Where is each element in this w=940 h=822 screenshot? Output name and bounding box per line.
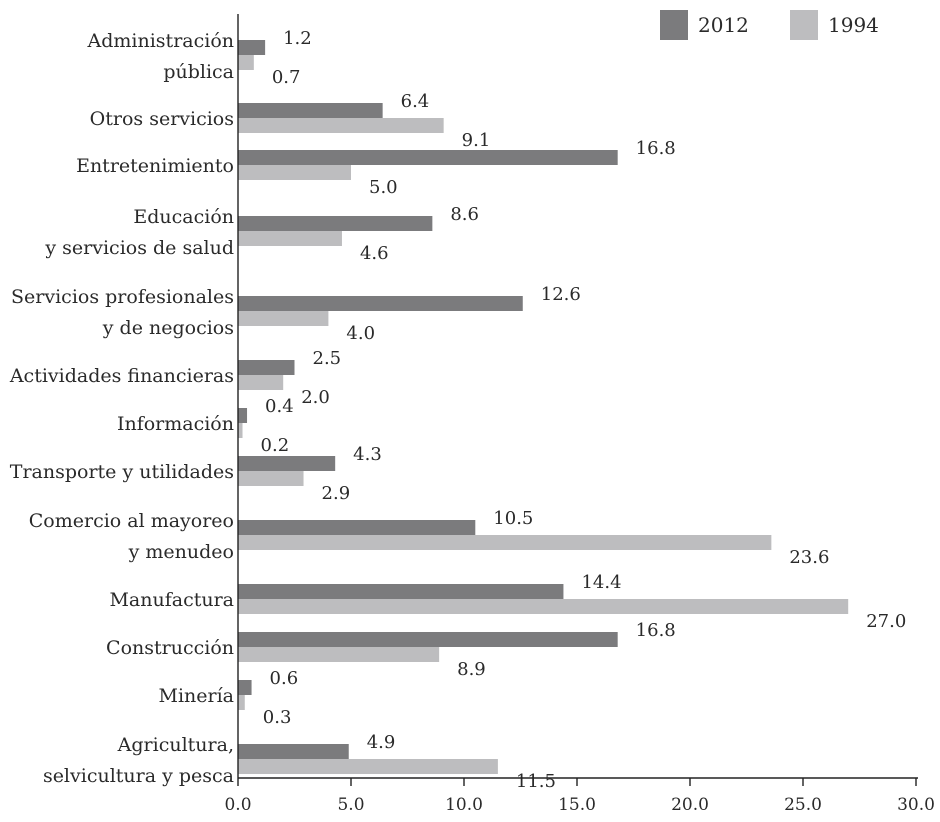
x-tick-labels: 0.0 5.0 10.0 15.0 20.0 25.0 30.0 bbox=[224, 795, 934, 815]
value-labels: 1.2 0.7 6.4 9.1 16.8 5.0 8.6 4.6 12.6 4.02.5 2.0 0.… bbox=[261, 28, 907, 792]
value-label: 6.4 bbox=[401, 91, 430, 112]
bar-2012 bbox=[238, 103, 383, 118]
value-label: 0.7 bbox=[272, 67, 301, 88]
x-tick-label: 30.0 bbox=[897, 795, 935, 815]
bar-2012 bbox=[238, 520, 476, 535]
category-label: Información bbox=[117, 413, 234, 435]
value-label: 16.8 bbox=[636, 138, 676, 159]
bar-2012 bbox=[238, 40, 266, 55]
value-label: 4.0 bbox=[346, 323, 375, 344]
x-tick-label: 15.0 bbox=[558, 795, 596, 815]
category-label: Agricultura, selvicultura y pesca bbox=[43, 734, 234, 787]
value-label: 11.5 bbox=[516, 771, 556, 792]
bar-1994 bbox=[238, 695, 245, 710]
bar-1994 bbox=[238, 118, 444, 133]
bar-2012 bbox=[238, 680, 252, 695]
x-tick-label: 0.0 bbox=[224, 795, 251, 815]
value-label: 5.0 bbox=[369, 177, 398, 198]
category-label: Servicios profesionales y de negocios bbox=[11, 286, 234, 339]
category-label: Construcción bbox=[106, 637, 234, 659]
x-tick-label: 20.0 bbox=[671, 795, 709, 815]
value-label: 2.0 bbox=[301, 387, 330, 408]
category-label: Minería bbox=[159, 685, 235, 707]
category-label: Administración pública bbox=[87, 30, 234, 83]
bar-2012 bbox=[238, 408, 248, 423]
legend-swatch-1994 bbox=[790, 10, 818, 40]
category-label: Comercio al mayoreo y menudeo bbox=[29, 510, 234, 563]
bar-2012 bbox=[238, 216, 433, 231]
bar-1994 bbox=[238, 311, 329, 326]
legend-label-1994: 1994 bbox=[828, 13, 879, 37]
bar-1994 bbox=[238, 375, 284, 390]
value-label: 16.8 bbox=[636, 620, 676, 641]
bar-1994 bbox=[238, 599, 849, 614]
category-label: Manufactura bbox=[109, 589, 234, 611]
value-label: 4.9 bbox=[367, 732, 396, 753]
category-labels: Administración pública Otros servicios Entr… bbox=[9, 30, 234, 787]
value-label: 2.9 bbox=[322, 483, 351, 504]
x-tick-label: 10.0 bbox=[445, 795, 483, 815]
bar-2012 bbox=[238, 456, 336, 471]
value-label: 14.4 bbox=[581, 572, 621, 593]
bar-2012 bbox=[238, 150, 618, 165]
value-label: 1.2 bbox=[283, 28, 312, 49]
value-label: 4.3 bbox=[353, 444, 382, 465]
bar-1994 bbox=[238, 759, 498, 774]
value-label: 0.6 bbox=[270, 668, 299, 689]
bar-1994 bbox=[238, 231, 342, 246]
category-label: Entretenimiento bbox=[76, 155, 234, 177]
bar-1994 bbox=[238, 535, 772, 550]
value-label: 8.9 bbox=[457, 659, 486, 680]
value-label: 8.6 bbox=[450, 204, 479, 225]
value-label: 0.4 bbox=[265, 396, 294, 417]
category-label: Actividades financieras bbox=[9, 365, 234, 387]
value-label: 2.5 bbox=[313, 348, 342, 369]
bar-1994 bbox=[238, 647, 440, 662]
bar-2012 bbox=[238, 584, 564, 599]
value-label: 4.6 bbox=[360, 243, 389, 264]
bars bbox=[238, 40, 849, 774]
legend-label-2012: 2012 bbox=[698, 13, 749, 37]
value-label: 27.0 bbox=[866, 611, 906, 632]
bar-1994 bbox=[238, 55, 254, 70]
value-label: 12.6 bbox=[541, 284, 581, 305]
bar-1994 bbox=[238, 423, 243, 438]
axes bbox=[237, 14, 918, 786]
value-label: 10.5 bbox=[493, 508, 533, 529]
value-label: 23.6 bbox=[789, 547, 829, 568]
bar-2012 bbox=[238, 632, 618, 647]
legend-swatch-2012 bbox=[660, 10, 688, 40]
category-label: Otros servicios bbox=[90, 108, 234, 130]
value-label: 0.2 bbox=[261, 435, 290, 456]
value-label: 0.3 bbox=[263, 707, 292, 728]
bar-2012 bbox=[238, 744, 349, 759]
value-label: 9.1 bbox=[462, 130, 491, 151]
bar-1994 bbox=[238, 165, 351, 180]
x-tick-label: 5.0 bbox=[337, 795, 364, 815]
bar-2012 bbox=[238, 296, 523, 311]
category-label: Educación y servicios de salud bbox=[44, 206, 234, 259]
legend: 2012 1994 bbox=[660, 10, 879, 40]
bar-1994 bbox=[238, 471, 304, 486]
x-tick-label: 25.0 bbox=[784, 795, 822, 815]
category-label: Transporte y utilidades bbox=[10, 461, 234, 483]
bar-2012 bbox=[238, 360, 295, 375]
